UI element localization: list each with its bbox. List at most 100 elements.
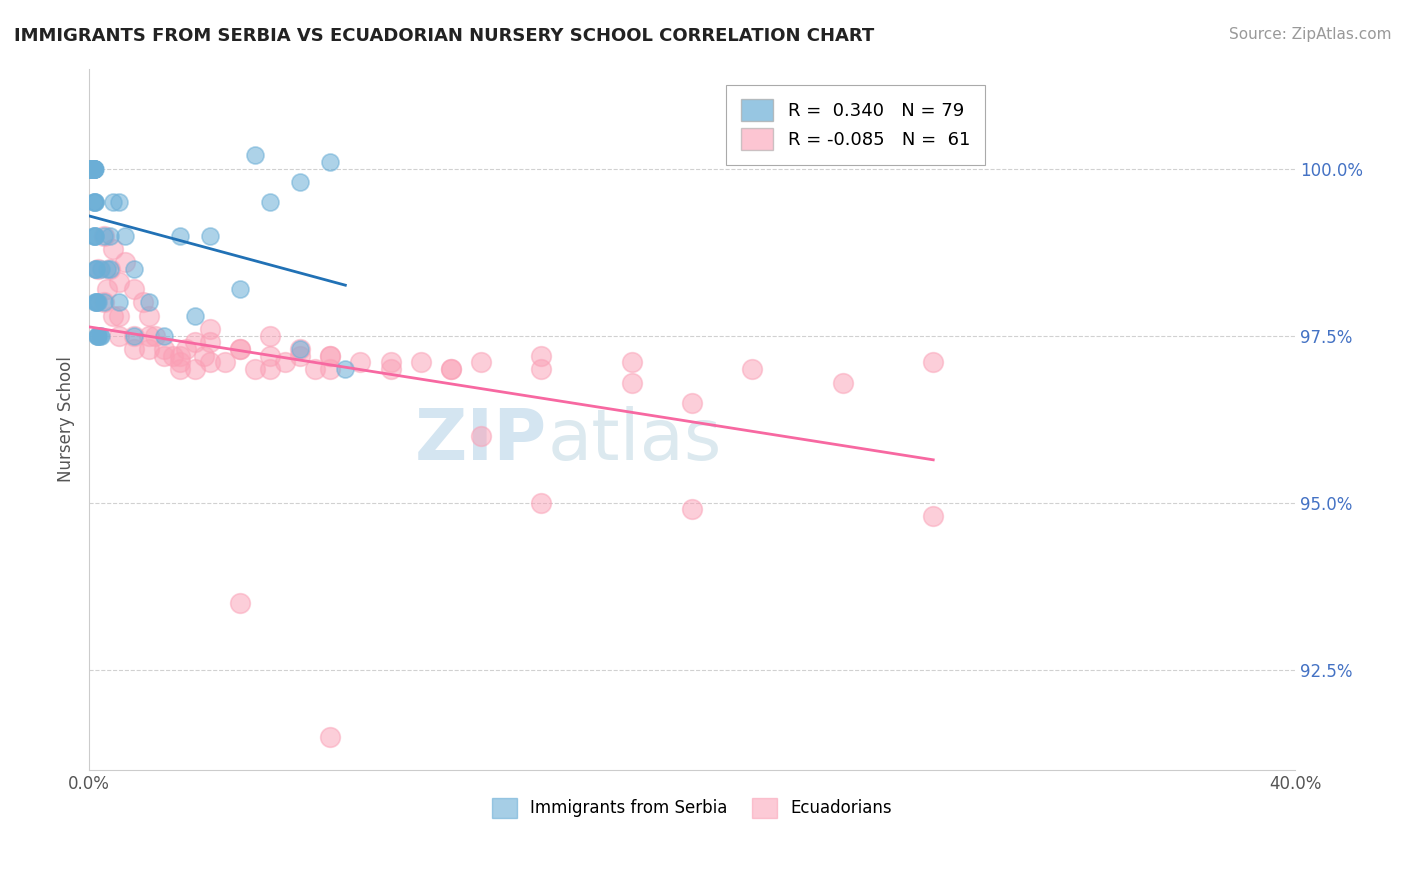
Point <box>243 148 266 162</box>
Point <box>83 161 105 176</box>
Point <box>229 342 252 356</box>
Point <box>83 161 105 176</box>
Point <box>304 362 326 376</box>
Point <box>98 262 121 277</box>
Point <box>83 161 105 176</box>
Point <box>103 242 125 256</box>
Point <box>80 161 103 176</box>
Point <box>80 161 103 176</box>
Point <box>124 328 146 343</box>
Point <box>108 328 131 343</box>
Point <box>86 328 108 343</box>
Point <box>138 295 160 310</box>
Point <box>83 161 105 176</box>
Point <box>86 328 108 343</box>
Point <box>83 228 105 243</box>
Point <box>82 161 104 176</box>
Point <box>86 295 108 310</box>
Point <box>103 195 125 210</box>
Point <box>96 262 118 277</box>
Point <box>89 328 111 343</box>
Point <box>530 349 553 363</box>
Point <box>288 175 311 189</box>
Text: IMMIGRANTS FROM SERBIA VS ECUADORIAN NURSERY SCHOOL CORRELATION CHART: IMMIGRANTS FROM SERBIA VS ECUADORIAN NUR… <box>14 27 875 45</box>
Point <box>80 161 103 176</box>
Point <box>288 342 311 356</box>
Point <box>380 362 402 376</box>
Point <box>98 228 121 243</box>
Point <box>84 295 107 310</box>
Point <box>169 349 191 363</box>
Point <box>380 355 402 369</box>
Point <box>80 161 103 176</box>
Point <box>79 161 101 176</box>
Point <box>229 596 252 610</box>
Point <box>198 322 221 336</box>
Point <box>80 161 103 176</box>
Point <box>183 362 205 376</box>
Point <box>80 161 103 176</box>
Point <box>93 295 115 310</box>
Point <box>98 262 121 277</box>
Point <box>681 395 703 409</box>
Point <box>922 355 945 369</box>
Point <box>162 349 184 363</box>
Point <box>138 328 160 343</box>
Point <box>93 295 115 310</box>
Point <box>82 161 104 176</box>
Point <box>259 362 281 376</box>
Point <box>80 161 103 176</box>
Point <box>84 295 107 310</box>
Point <box>319 349 342 363</box>
Point <box>153 342 176 356</box>
Point <box>108 295 131 310</box>
Point <box>198 335 221 350</box>
Point <box>124 328 146 343</box>
Point <box>80 161 103 176</box>
Point <box>620 376 643 390</box>
Point <box>335 362 357 376</box>
Point <box>741 362 763 376</box>
Point <box>114 228 136 243</box>
Point <box>82 161 104 176</box>
Point <box>83 161 105 176</box>
Point <box>83 161 105 176</box>
Point <box>93 228 115 243</box>
Point <box>87 328 110 343</box>
Point <box>440 362 463 376</box>
Point <box>103 309 125 323</box>
Point <box>440 362 463 376</box>
Point <box>82 161 104 176</box>
Point <box>84 228 107 243</box>
Point <box>274 355 297 369</box>
Y-axis label: Nursery School: Nursery School <box>58 356 75 483</box>
Point <box>83 195 105 210</box>
Point <box>319 362 342 376</box>
Point <box>83 195 105 210</box>
Point <box>174 342 197 356</box>
Point <box>80 161 103 176</box>
Point <box>84 295 107 310</box>
Point <box>349 355 371 369</box>
Point <box>82 161 104 176</box>
Point <box>259 328 281 343</box>
Point <box>229 282 252 296</box>
Point <box>82 161 104 176</box>
Point <box>86 328 108 343</box>
Point <box>124 282 146 296</box>
Point <box>288 349 311 363</box>
Point <box>82 161 104 176</box>
Point <box>108 275 131 289</box>
Point <box>138 342 160 356</box>
Point <box>83 161 105 176</box>
Point <box>681 502 703 516</box>
Point <box>319 155 342 169</box>
Legend: Immigrants from Serbia, Ecuadorians: Immigrants from Serbia, Ecuadorians <box>485 791 898 825</box>
Point <box>153 349 176 363</box>
Point <box>169 355 191 369</box>
Point <box>169 228 191 243</box>
Point <box>80 161 103 176</box>
Point <box>83 161 105 176</box>
Point <box>198 228 221 243</box>
Text: ZIP: ZIP <box>415 406 547 475</box>
